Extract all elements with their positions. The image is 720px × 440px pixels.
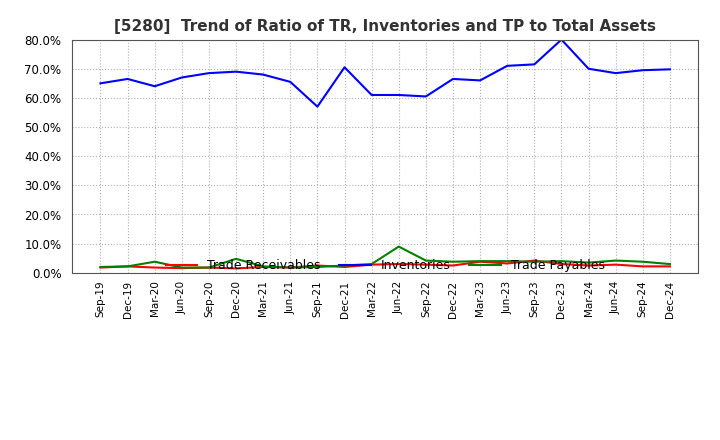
Inventories xyxy=(584,66,593,71)
Trade Receivables xyxy=(204,265,213,270)
Inventories xyxy=(367,92,376,98)
Trade Payables xyxy=(421,258,430,263)
Trade Payables xyxy=(259,264,268,269)
Title: [5280]  Trend of Ratio of TR, Inventories and TP to Total Assets: [5280] Trend of Ratio of TR, Inventories… xyxy=(114,19,656,34)
Line: Inventories: Inventories xyxy=(101,40,670,106)
Trade Receivables xyxy=(150,265,159,270)
Trade Payables xyxy=(367,261,376,267)
Trade Receivables xyxy=(259,264,268,270)
Line: Trade Payables: Trade Payables xyxy=(101,246,670,268)
Inventories xyxy=(476,78,485,83)
Trade Payables xyxy=(530,259,539,264)
Trade Payables xyxy=(639,259,647,264)
Trade Receivables xyxy=(96,265,105,270)
Inventories xyxy=(421,94,430,99)
Trade Receivables xyxy=(367,262,376,267)
Trade Receivables xyxy=(395,261,403,267)
Trade Receivables xyxy=(123,264,132,269)
Inventories xyxy=(611,70,620,76)
Inventories xyxy=(232,69,240,74)
Trade Receivables xyxy=(611,262,620,267)
Line: Trade Receivables: Trade Receivables xyxy=(101,260,670,268)
Trade Payables xyxy=(232,256,240,261)
Trade Receivables xyxy=(584,263,593,268)
Trade Payables xyxy=(313,264,322,270)
Inventories xyxy=(123,76,132,81)
Trade Payables xyxy=(476,258,485,264)
Inventories xyxy=(96,81,105,86)
Trade Payables xyxy=(150,259,159,264)
Trade Receivables xyxy=(557,261,566,267)
Trade Payables xyxy=(611,258,620,263)
Trade Receivables xyxy=(530,258,539,263)
Inventories xyxy=(557,37,566,42)
Inventories xyxy=(313,104,322,109)
Trade Payables xyxy=(449,259,457,264)
Trade Payables xyxy=(204,265,213,270)
Inventories xyxy=(150,84,159,89)
Trade Payables xyxy=(123,264,132,269)
Inventories xyxy=(530,62,539,67)
Trade Receivables xyxy=(286,265,294,270)
Trade Receivables xyxy=(341,264,349,270)
Inventories xyxy=(178,75,186,80)
Inventories xyxy=(639,68,647,73)
Trade Receivables xyxy=(178,265,186,271)
Trade Receivables xyxy=(639,264,647,269)
Trade Receivables xyxy=(313,263,322,268)
Inventories xyxy=(395,92,403,98)
Inventories xyxy=(503,63,511,69)
Trade Receivables xyxy=(503,261,511,266)
Inventories xyxy=(259,72,268,77)
Trade Payables xyxy=(96,264,105,270)
Legend: Trade Receivables, Inventories, Trade Payables: Trade Receivables, Inventories, Trade Pa… xyxy=(161,254,610,278)
Trade Receivables xyxy=(449,263,457,268)
Trade Payables xyxy=(503,258,511,264)
Trade Receivables xyxy=(232,266,240,271)
Trade Payables xyxy=(665,261,674,267)
Trade Payables xyxy=(584,260,593,265)
Trade Payables xyxy=(557,258,566,264)
Trade Receivables xyxy=(476,259,485,264)
Inventories xyxy=(204,70,213,76)
Inventories xyxy=(286,79,294,84)
Trade Payables xyxy=(286,265,294,270)
Trade Payables xyxy=(178,265,186,270)
Inventories xyxy=(341,65,349,70)
Trade Receivables xyxy=(421,262,430,267)
Inventories xyxy=(665,67,674,72)
Trade Payables xyxy=(395,244,403,249)
Inventories xyxy=(449,76,457,81)
Trade Receivables xyxy=(665,264,674,269)
Trade Payables xyxy=(341,263,349,268)
